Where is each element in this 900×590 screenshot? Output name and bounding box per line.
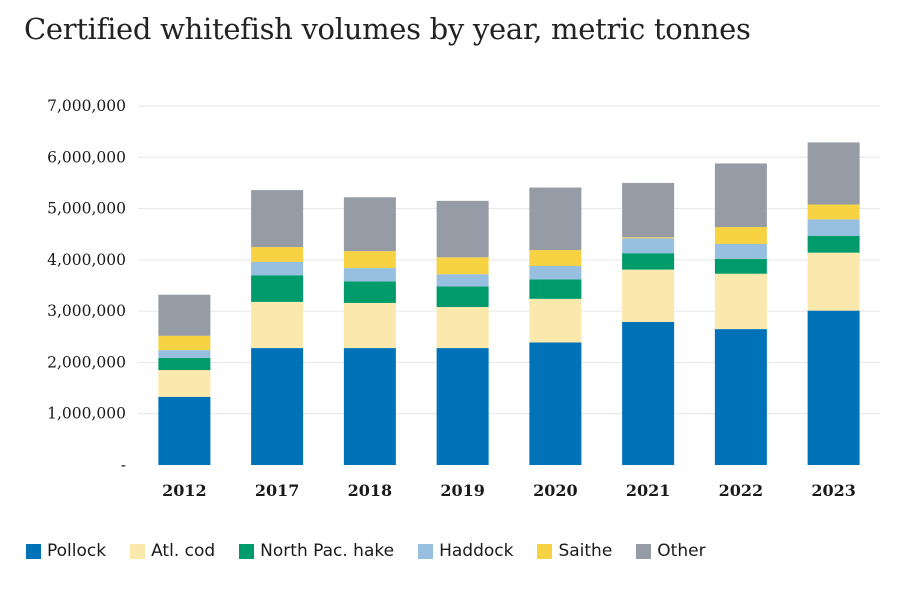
bar-segment [251,348,304,465]
y-tick-label: 2,000,000 [47,353,126,371]
bar-segment [529,187,582,251]
bar-segment [622,253,675,270]
bar-segment [807,252,860,311]
legend-label: Saithe [558,541,613,561]
bar-segment [158,335,211,351]
bar-segment [158,357,211,371]
legend-swatch [537,543,553,559]
bar-segment [807,310,860,465]
x-tick-label: 2018 [348,481,393,500]
y-axis-ticks: - 1,000,000 2,000,000 3,000,000 4,000,000 5,0… [47,97,126,474]
bar-segment [714,163,767,228]
bar-segment [714,243,767,259]
legend-item: Haddock [418,541,513,561]
bar-segment [714,258,767,274]
bar-segment [529,298,582,343]
bar-segment [158,396,211,465]
legend-label: Other [657,541,706,561]
legend-item: Atl. cod [130,541,215,561]
bar-segment [436,274,489,287]
bar-segment [436,200,489,258]
bar-segment [251,301,304,349]
bar-segment [251,261,304,276]
legend-item: Pollock [26,541,106,561]
x-tick-label: 2022 [719,481,764,500]
bar-segment [807,142,860,205]
bar-segment [436,286,489,308]
bar-segment [529,342,582,465]
legend-item: Saithe [537,541,612,561]
y-tick-label: 1,000,000 [47,405,126,423]
legend-label: North Pac. hake [260,541,395,561]
bar-segment [807,219,860,236]
bar-segment [436,307,489,349]
chart-title: Certified whitefish volumes by year, met… [24,12,751,46]
bar-segment [251,247,304,262]
bar-segment [158,370,211,397]
legend-label: Atl. cod [151,541,216,561]
legend-swatch [636,543,652,559]
bar-segment [529,250,582,267]
bar-segment [622,321,675,465]
bar-segment [529,279,582,299]
bar-segment [807,204,860,220]
bar-segment [714,227,767,244]
y-tick-label: 7,000,000 [47,97,126,115]
bar-segment [343,348,396,465]
legend-label: Haddock [439,541,514,561]
x-tick-label: 2021 [626,481,671,500]
legend-swatch [239,543,255,559]
legend-swatch [130,543,146,559]
gridlines [138,105,880,415]
bar-segment [436,348,489,465]
x-tick-label: 2012 [162,481,207,500]
bar-segment [436,257,489,275]
bars [158,142,860,465]
legend-swatch [418,543,434,559]
x-tick-label: 2019 [440,481,485,500]
x-tick-label: 2020 [533,481,578,500]
bar-segment [807,235,860,253]
bar-segment [158,350,211,358]
legend-label: Pollock [47,541,107,561]
bar-segment [343,302,396,349]
bar-segment [343,281,396,303]
bar-segment [343,268,396,282]
bar-segment [714,329,767,465]
y-tick-label: 3,000,000 [47,302,126,320]
x-tick-label: 2017 [255,481,300,500]
bar-segment [343,251,396,269]
y-tick-label: 4,000,000 [47,251,126,269]
x-axis-ticks: 2012 2017 2018 2019 2020 2021 2022 2023 [162,481,856,500]
bar-segment [343,197,396,252]
y-tick-label: 6,000,000 [47,148,126,166]
legend-item: North Pac. hake [239,541,394,561]
x-tick-label: 2023 [811,481,856,500]
y-tick-label: - [121,456,126,474]
legend-swatch [26,543,41,559]
bar-segment [251,275,304,302]
bar-segment [251,190,304,248]
y-tick-label: 5,000,000 [47,200,126,218]
bar-segment [714,273,767,330]
bar-segment [158,294,211,336]
legend: Pollock Atl. cod North Pac. hake Haddock Sai… [26,541,730,561]
bar-segment [622,237,675,239]
bar-segment [622,182,675,238]
bar-segment [622,269,675,322]
bar-segment [622,238,675,254]
bar-segment [529,266,582,280]
legend-item: Other [636,541,706,561]
